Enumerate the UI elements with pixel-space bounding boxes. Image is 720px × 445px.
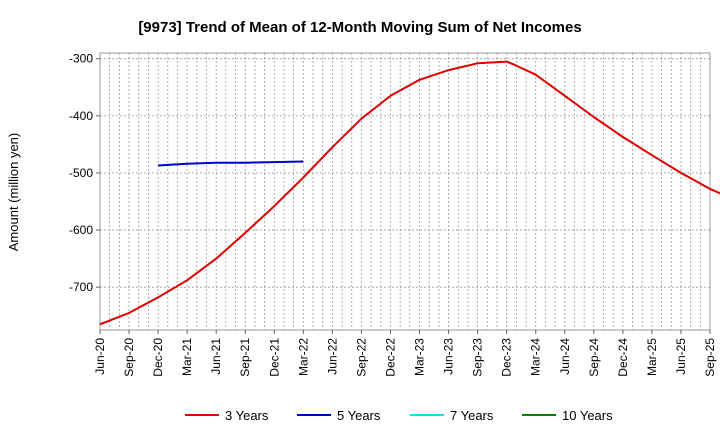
x-tick-label: Mar-21: [180, 338, 194, 376]
y-axis-label: Amount (million yen): [6, 133, 21, 252]
series-line-3-years: [99, 60, 720, 326]
x-tick-label: Jun-23: [442, 338, 456, 375]
y-tick-label: -400: [69, 109, 93, 123]
grid-lines: [100, 53, 710, 330]
x-tick-label: Mar-22: [296, 338, 310, 376]
x-tick-label: Jun-20: [93, 338, 107, 375]
x-tick-label: Dec-22: [383, 338, 397, 377]
x-tick-label: Dec-23: [500, 338, 514, 377]
x-tick-label: Sep-22: [354, 338, 368, 377]
chart-title: [9973] Trend of Mean of 12-Month Moving …: [138, 19, 581, 36]
x-tick-label: Sep-24: [587, 338, 601, 377]
x-tick-label: Mar-25: [645, 338, 659, 376]
y-tick-label: -600: [69, 223, 93, 237]
plot-area: [99, 52, 711, 331]
x-tick-label: Jun-22: [325, 338, 339, 375]
y-tick-label: -300: [69, 52, 93, 66]
x-tick-label: Dec-20: [151, 338, 165, 377]
series-line-5-years: [158, 160, 304, 167]
x-tick-label: Sep-23: [471, 338, 485, 377]
x-tick-label: Sep-20: [122, 338, 136, 377]
y-axis-ticks: -300 -400 -500 -600 -700: [69, 52, 100, 294]
x-axis-ticks: Jun-20 Sep-20 Dec-20 Mar-21 Jun-21 Sep-21 Dec-…: [93, 330, 717, 377]
y-tick-label: -700: [69, 280, 93, 294]
x-tick-label: Dec-21: [267, 338, 281, 377]
x-tick-label: Dec-24: [616, 338, 630, 377]
legend: 3 Years 5 Years 7 Years 10 Years: [185, 408, 613, 423]
legend-label: 5 Years: [337, 408, 381, 423]
x-tick-label: Sep-21: [238, 338, 252, 377]
x-tick-label: Jun-25: [674, 338, 688, 375]
legend-label: 3 Years: [225, 408, 269, 423]
legend-label: 7 Years: [450, 408, 494, 423]
x-tick-label: Mar-23: [413, 338, 427, 376]
y-tick-label: -500: [69, 166, 93, 180]
x-tick-label: Jun-24: [558, 338, 572, 375]
series-lines: [99, 60, 720, 326]
legend-label: 10 Years: [562, 408, 613, 423]
x-tick-label: Jun-21: [209, 338, 223, 375]
x-tick-label: Mar-24: [529, 338, 543, 376]
x-tick-label: Sep-25: [703, 338, 717, 377]
